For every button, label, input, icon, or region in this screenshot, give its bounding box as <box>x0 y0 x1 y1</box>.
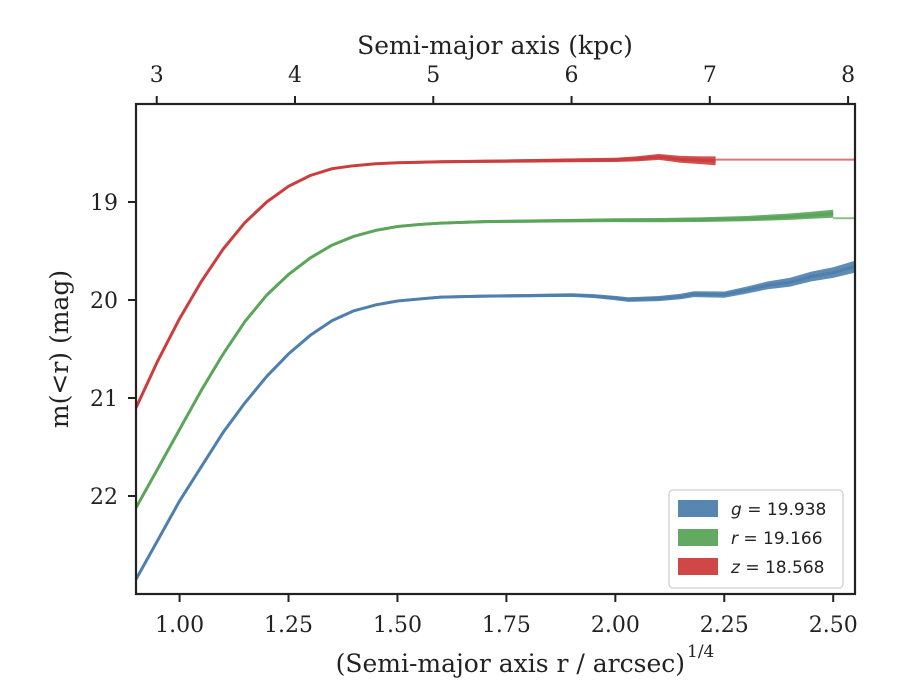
x-tick-label-5: 2.25 <box>700 613 749 638</box>
series-layer <box>134 154 856 581</box>
x-tick-label-0: 1.00 <box>155 613 204 638</box>
series-2-line <box>134 155 716 409</box>
legend-label-2: z = 18.568 <box>730 558 824 578</box>
plot-frame <box>134 102 857 596</box>
y-axis-title: m(<r) (mag) <box>45 270 74 428</box>
legend: g = 19.938 r = 19.166 z = 18.568 <box>668 489 844 589</box>
y-tick-label-1: 20 <box>90 289 118 314</box>
series-2-band <box>136 154 716 409</box>
x-axis-title: (Semi-major axis r / arcsec) <box>336 649 685 678</box>
series-1-band <box>136 209 834 509</box>
top-x-tick-label-2: 5 <box>426 63 440 88</box>
legend-swatch-0 <box>678 500 718 517</box>
top-x-tick-label-5: 8 <box>841 63 855 88</box>
ticks-layer: 1.00 1.25 1.50 1.75 2.00 2.25 2.50 3 4 5 6 7 8 19 20 21… <box>90 63 858 638</box>
top-x-tick-label-3: 6 <box>565 63 579 88</box>
x-axis-title-superscript: 1/4 <box>687 642 714 662</box>
legend-label-1: r = 19.166 <box>731 529 823 549</box>
series-0-line <box>134 265 856 581</box>
x-tick-label-6: 2.50 <box>809 613 858 638</box>
top-x-axis-title: Semi-major axis (kpc) <box>357 31 633 60</box>
y-tick-label-2: 21 <box>90 387 118 412</box>
legend-swatch-2 <box>678 558 718 575</box>
legend-label-0: g = 19.938 <box>731 500 826 520</box>
x-tick-label-1: 1.25 <box>264 613 313 638</box>
x-tick-label-4: 2.00 <box>591 613 640 638</box>
top-x-tick-label-0: 3 <box>150 63 164 88</box>
y-tick-label-3: 22 <box>90 485 118 510</box>
x-tick-label-3: 1.75 <box>482 613 531 638</box>
x-tick-label-2: 1.50 <box>373 613 422 638</box>
y-tick-label-0: 19 <box>90 191 118 216</box>
legend-swatch-1 <box>678 529 718 546</box>
top-x-tick-label-1: 4 <box>288 63 302 88</box>
series-1-line <box>134 212 834 509</box>
top-x-tick-label-4: 7 <box>703 63 717 88</box>
